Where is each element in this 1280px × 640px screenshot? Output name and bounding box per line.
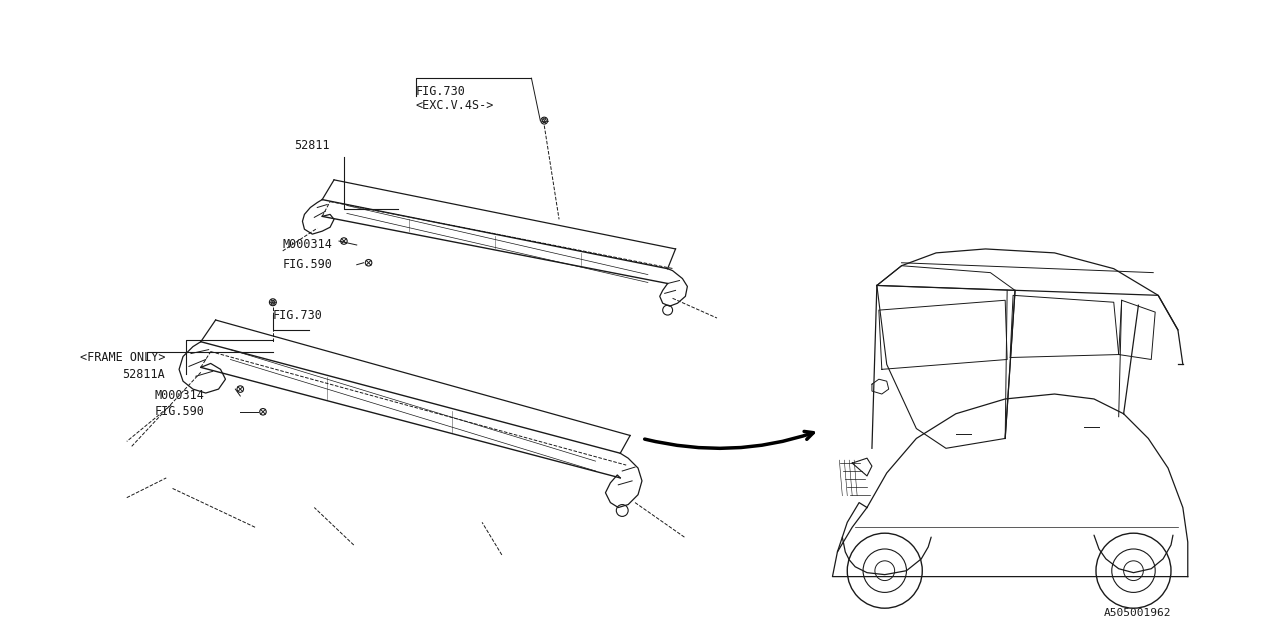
Text: FIG.590: FIG.590: [155, 405, 205, 419]
Text: M000314: M000314: [155, 390, 205, 403]
Text: 52811A: 52811A: [122, 368, 165, 381]
Text: FIG.730: FIG.730: [416, 84, 466, 97]
Text: <FRAME ONLY>: <FRAME ONLY>: [81, 351, 166, 364]
Text: A505001962: A505001962: [1103, 608, 1171, 618]
FancyArrowPatch shape: [645, 431, 813, 449]
Text: <EXC.V.4S->: <EXC.V.4S->: [416, 99, 494, 113]
Text: FIG.590: FIG.590: [283, 258, 333, 271]
Text: M000314: M000314: [283, 239, 333, 252]
Text: FIG.730: FIG.730: [273, 308, 323, 321]
Text: 52811: 52811: [294, 139, 330, 152]
